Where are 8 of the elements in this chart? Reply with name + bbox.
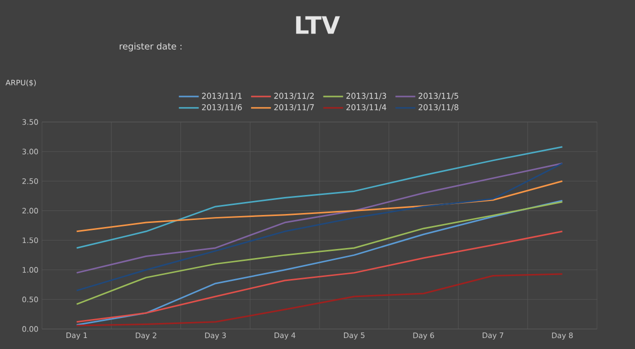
- line-series: [76, 200, 564, 326]
- line-series: [76, 201, 564, 305]
- legend-title: register date :: [120, 42, 182, 52]
- line-series: [76, 273, 564, 326]
- chart-title: LTV: [296, 16, 340, 34]
- line-series: [76, 180, 564, 232]
- line-series: [76, 230, 564, 323]
- line-series: [76, 146, 564, 249]
